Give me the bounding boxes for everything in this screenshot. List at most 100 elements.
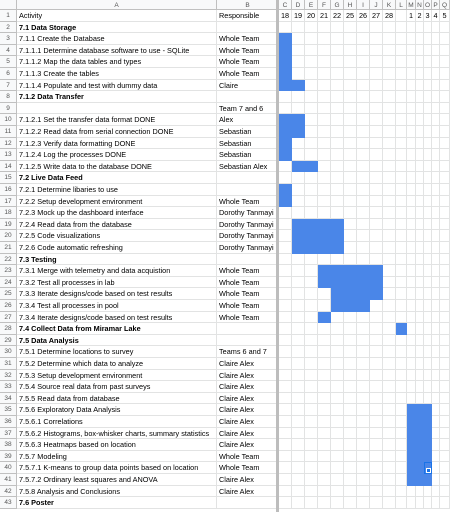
gantt-bar[interactable] bbox=[292, 126, 305, 138]
gantt-cell[interactable] bbox=[331, 381, 344, 393]
responsible-cell[interactable]: Claire bbox=[217, 79, 277, 92]
gantt-cell[interactable] bbox=[292, 195, 305, 208]
gantt-bar[interactable] bbox=[344, 288, 357, 300]
date-cell[interactable]: 5 bbox=[440, 10, 450, 22]
gantt-cell[interactable] bbox=[440, 346, 450, 358]
gantt-cell[interactable] bbox=[357, 242, 370, 254]
gantt-cell[interactable] bbox=[279, 230, 292, 242]
gantt-cell[interactable] bbox=[370, 184, 383, 196]
gantt-cell[interactable] bbox=[344, 114, 357, 126]
column-header[interactable]: M bbox=[407, 0, 416, 10]
gantt-cell[interactable] bbox=[344, 160, 357, 173]
gantt-cell[interactable] bbox=[357, 392, 370, 405]
gantt-cell[interactable] bbox=[424, 497, 432, 509]
gantt-bar[interactable] bbox=[416, 462, 424, 474]
responsible-cell[interactable]: Whole Team bbox=[217, 300, 277, 312]
gantt-cell[interactable] bbox=[357, 462, 370, 474]
gantt-cell[interactable] bbox=[407, 300, 416, 312]
responsible-cell[interactable]: Team 7 and 6 bbox=[217, 102, 277, 115]
gantt-cell[interactable] bbox=[424, 44, 432, 57]
row-header[interactable]: 32 bbox=[0, 369, 17, 382]
gantt-cell[interactable] bbox=[370, 474, 383, 486]
date-cell[interactable]: 4 bbox=[432, 10, 440, 22]
gantt-cell[interactable] bbox=[279, 172, 292, 184]
activity-cell[interactable]: 7.1.2 Data Transfer bbox=[17, 91, 217, 103]
gantt-cell[interactable] bbox=[432, 160, 440, 173]
gantt-cell[interactable] bbox=[305, 184, 318, 196]
gantt-cell[interactable] bbox=[344, 207, 357, 219]
gantt-cell[interactable] bbox=[370, 311, 383, 324]
gantt-cell[interactable] bbox=[370, 462, 383, 474]
gantt-cell[interactable] bbox=[357, 230, 370, 242]
gantt-cell[interactable] bbox=[416, 288, 424, 300]
activity-cell[interactable]: 7.3.4 Iterate designs/code based on test… bbox=[17, 311, 217, 324]
gantt-cell[interactable] bbox=[344, 311, 357, 324]
gantt-bar[interactable] bbox=[305, 242, 318, 254]
gantt-cell[interactable] bbox=[357, 79, 370, 92]
gantt-cell[interactable] bbox=[432, 184, 440, 196]
gantt-cell[interactable] bbox=[383, 416, 396, 428]
gantt-cell[interactable] bbox=[416, 21, 424, 34]
gantt-cell[interactable] bbox=[424, 276, 432, 289]
responsible-cell[interactable]: Claire Alex bbox=[217, 427, 277, 440]
gantt-cell[interactable] bbox=[318, 450, 331, 463]
gantt-cell[interactable] bbox=[370, 102, 383, 115]
gantt-cell[interactable] bbox=[383, 102, 396, 115]
gantt-cell[interactable] bbox=[407, 276, 416, 289]
gantt-cell[interactable] bbox=[318, 44, 331, 57]
responsible-cell[interactable] bbox=[217, 91, 277, 103]
gantt-cell[interactable] bbox=[305, 68, 318, 80]
gantt-cell[interactable] bbox=[305, 497, 318, 509]
row-header[interactable]: 16 bbox=[0, 184, 17, 196]
gantt-cell[interactable] bbox=[407, 346, 416, 358]
gantt-cell[interactable] bbox=[424, 346, 432, 358]
gantt-cell[interactable] bbox=[440, 323, 450, 335]
gantt-cell[interactable] bbox=[432, 474, 440, 486]
gantt-cell[interactable] bbox=[305, 44, 318, 57]
gantt-cell[interactable] bbox=[396, 462, 407, 474]
gantt-bar[interactable] bbox=[292, 218, 305, 231]
gantt-cell[interactable] bbox=[305, 265, 318, 277]
gantt-cell[interactable] bbox=[424, 137, 432, 150]
date-cell[interactable]: 19 bbox=[292, 10, 305, 22]
gantt-cell[interactable] bbox=[383, 33, 396, 45]
gantt-cell[interactable] bbox=[344, 323, 357, 335]
gantt-cell[interactable] bbox=[383, 462, 396, 474]
gantt-cell[interactable] bbox=[383, 311, 396, 324]
gantt-cell[interactable] bbox=[407, 126, 416, 138]
gantt-cell[interactable] bbox=[396, 230, 407, 242]
gantt-cell[interactable] bbox=[318, 149, 331, 161]
gantt-cell[interactable] bbox=[292, 276, 305, 289]
gantt-cell[interactable] bbox=[292, 253, 305, 266]
gantt-cell[interactable] bbox=[279, 462, 292, 474]
gantt-cell[interactable] bbox=[292, 172, 305, 184]
gantt-cell[interactable] bbox=[383, 265, 396, 277]
gantt-cell[interactable] bbox=[357, 323, 370, 335]
gantt-cell[interactable] bbox=[432, 369, 440, 382]
gantt-cell[interactable] bbox=[357, 137, 370, 150]
gantt-cell[interactable] bbox=[416, 195, 424, 208]
gantt-cell[interactable] bbox=[440, 358, 450, 370]
gantt-cell[interactable] bbox=[344, 497, 357, 509]
gantt-bar[interactable] bbox=[279, 79, 292, 92]
gantt-cell[interactable] bbox=[318, 358, 331, 370]
column-header[interactable]: P bbox=[432, 0, 440, 10]
activity-cell[interactable]: 7.1 Data Storage bbox=[17, 21, 217, 34]
gantt-bar[interactable] bbox=[279, 33, 292, 45]
gantt-cell[interactable] bbox=[440, 184, 450, 196]
activity-cell[interactable]: 7.1.2.3 Verify data formatting DONE bbox=[17, 137, 217, 150]
activity-cell[interactable]: 7.3.3 Iterate designs/code based on test… bbox=[17, 288, 217, 300]
gantt-cell[interactable] bbox=[370, 195, 383, 208]
gantt-cell[interactable] bbox=[440, 265, 450, 277]
gantt-cell[interactable] bbox=[344, 21, 357, 34]
gantt-cell[interactable] bbox=[357, 44, 370, 57]
gantt-bar[interactable] bbox=[331, 288, 344, 300]
gantt-cell[interactable] bbox=[432, 172, 440, 184]
column-header[interactable]: C bbox=[279, 0, 292, 10]
gantt-cell[interactable] bbox=[440, 462, 450, 474]
gantt-cell[interactable] bbox=[305, 276, 318, 289]
gantt-cell[interactable] bbox=[357, 416, 370, 428]
gantt-cell[interactable] bbox=[396, 195, 407, 208]
gantt-cell[interactable] bbox=[292, 369, 305, 382]
gantt-cell[interactable] bbox=[416, 218, 424, 231]
